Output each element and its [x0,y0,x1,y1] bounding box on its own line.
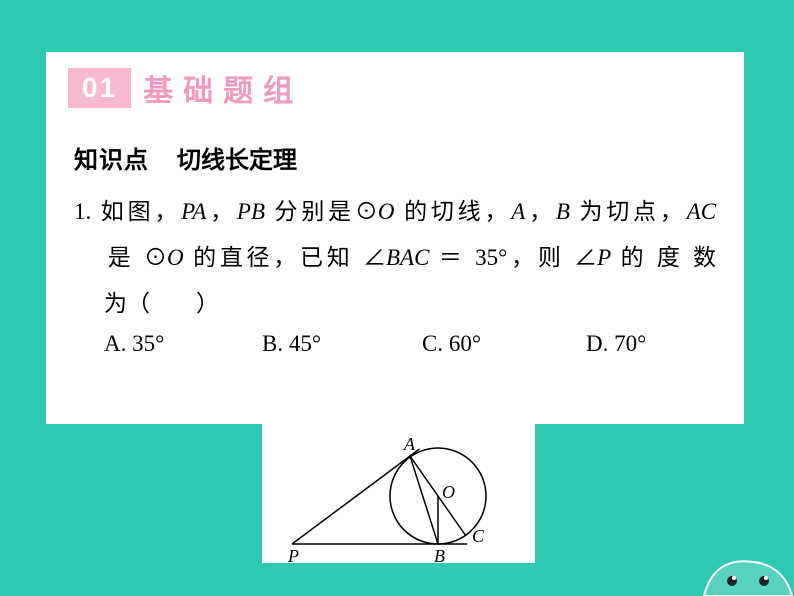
section-header: 01 基础题组 [46,52,744,120]
knowledge-topic: 切线长定理 [177,147,297,174]
section-title: 基础题组 [143,66,303,110]
question-line-2: 是 ⊙O 的直径，已知 ∠BAC ＝ 35°，则 ∠P 的 度 数 [74,235,716,281]
knowledge-point: 知识点 切线长定理 [46,120,744,183]
mascot-icon [674,526,794,596]
corner-decoration [674,526,794,596]
question-block: 1. 如图，PA，PB 分别是⊙O 的切线，A，B 为切点，AC 是 ⊙O 的直… [46,183,744,327]
svg-text:O: O [442,482,455,502]
diagram-card: A B C O P [262,420,535,563]
question-line-3: 为（ ） [74,281,716,327]
knowledge-label: 知识点 [74,147,149,174]
option-a: A. 35° [104,331,262,357]
option-d: D. 70° [586,331,646,357]
question-line-1: 1. 如图，PA，PB 分别是⊙O 的切线，A，B 为切点，AC [74,189,716,235]
svg-text:B: B [434,546,445,563]
options-row: A. 35° B. 45° C. 60° D. 70° [46,327,744,357]
section-badge: 01 [68,68,131,108]
question-number: 1. [74,199,91,224]
option-b: B. 45° [262,331,422,357]
content-card: 01 基础题组 知识点 切线长定理 1. 如图，PA，PB 分别是⊙O 的切线，A… [46,52,744,424]
option-c: C. 60° [422,331,586,357]
svg-text:C: C [472,526,485,546]
svg-text:P: P [287,546,299,563]
svg-text:A: A [403,434,416,454]
geometry-diagram: A B C O P [262,420,535,563]
